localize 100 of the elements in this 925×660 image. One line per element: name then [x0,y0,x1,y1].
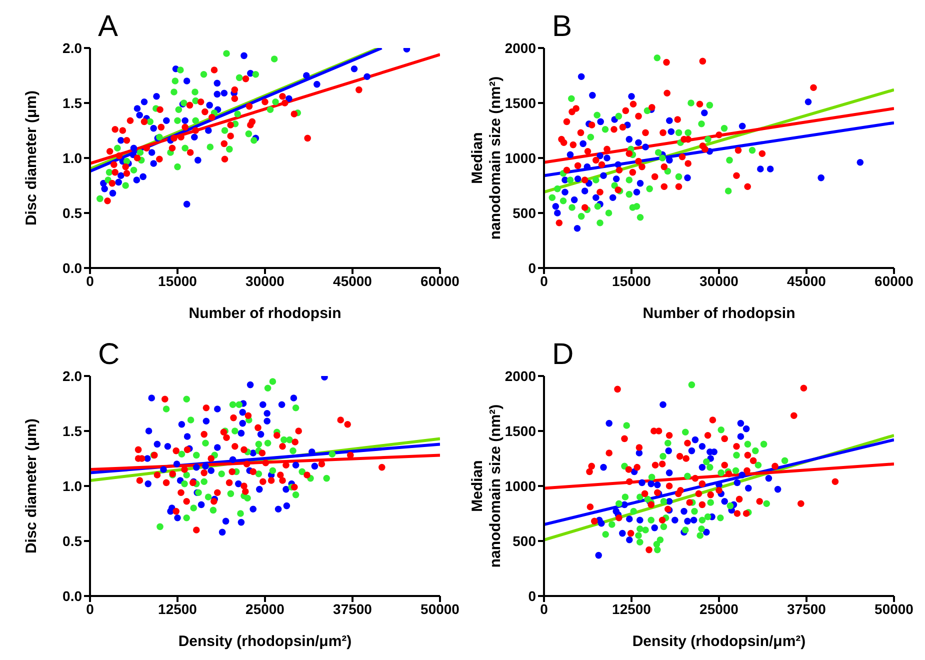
point [616,514,622,522]
point [136,477,144,484]
point [178,450,186,458]
point [644,107,651,114]
point [153,93,160,100]
point [154,472,161,478]
point [208,114,216,121]
point [675,490,682,498]
point [754,462,762,468]
point [254,424,262,432]
point [563,166,570,174]
point [737,420,744,427]
point [566,176,574,184]
point [178,421,186,428]
x-tick-label: 37500 [787,600,826,617]
point [626,478,633,485]
point [183,78,190,84]
point [148,149,156,156]
point [192,88,198,96]
y-tick-label: 1.5 [62,94,82,111]
point [214,489,221,496]
point [148,394,155,402]
point [112,126,118,133]
point [228,468,236,476]
point [122,182,129,189]
point [200,469,208,476]
point [268,477,275,484]
point [587,134,594,140]
point [672,516,678,524]
point [262,98,268,106]
point [744,452,752,459]
point [218,528,226,536]
point [642,526,649,534]
point [574,162,582,170]
point [704,136,712,143]
point [635,532,642,539]
point [240,482,248,490]
point [772,462,778,470]
point [122,163,129,170]
point [766,166,774,172]
point [690,516,698,524]
point [238,430,245,437]
point [635,158,642,165]
point [134,154,141,162]
point [633,188,640,196]
point [140,98,148,106]
point [765,474,772,482]
point [591,518,598,525]
point [619,124,626,131]
point [660,401,666,408]
point [222,518,230,525]
point [621,435,628,442]
point [178,134,184,140]
point [636,494,644,500]
point [295,428,302,434]
y-tick-label: 0.0 [62,588,82,604]
point [314,80,320,88]
point [323,474,330,482]
point [609,194,616,201]
point [695,490,702,498]
point [636,444,643,451]
point [186,102,194,109]
point [600,172,607,179]
point [660,129,666,136]
point [174,117,181,124]
point [592,156,600,164]
point [156,523,164,530]
point [660,498,668,505]
point [570,141,577,148]
point [744,467,750,474]
point [682,455,690,462]
x-axis-title: Number of rhodopsin [642,305,796,322]
point [678,154,686,160]
point [210,66,218,74]
point [733,443,740,450]
text: B [552,10,572,44]
point [574,225,581,232]
point [698,443,706,450]
point [744,183,751,190]
point [666,482,673,490]
x-tick-label: 0 [540,600,548,617]
point [172,78,179,84]
point [260,401,266,408]
point [144,455,151,462]
point [227,122,234,128]
point [204,494,212,500]
point [592,194,600,201]
point [190,504,197,512]
point [584,148,592,155]
point [638,163,646,170]
point [596,188,604,196]
point [651,173,658,180]
point [243,460,250,468]
point [634,464,640,471]
point [290,394,298,402]
point [311,462,318,470]
point [356,86,362,94]
point [101,185,108,192]
point [666,117,673,124]
point [664,440,672,446]
